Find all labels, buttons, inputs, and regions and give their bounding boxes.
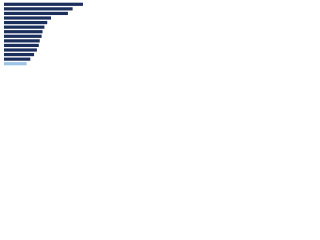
- chart: [4, 2, 83, 66]
- bar: [4, 39, 40, 43]
- bar: [4, 16, 51, 20]
- bar: [4, 2, 83, 6]
- bar: [4, 62, 27, 66]
- bar: [4, 30, 43, 34]
- bar: [4, 48, 37, 52]
- bar: [4, 57, 31, 61]
- bar: [4, 34, 42, 38]
- bar: [4, 52, 35, 57]
- page: (() => { const data = JSON.parse(documen…: [0, 0, 320, 71]
- bar: [4, 11, 68, 16]
- bar: [4, 7, 73, 11]
- bar: [4, 25, 45, 29]
- bar: [4, 20, 48, 25]
- bar: [4, 43, 39, 48]
